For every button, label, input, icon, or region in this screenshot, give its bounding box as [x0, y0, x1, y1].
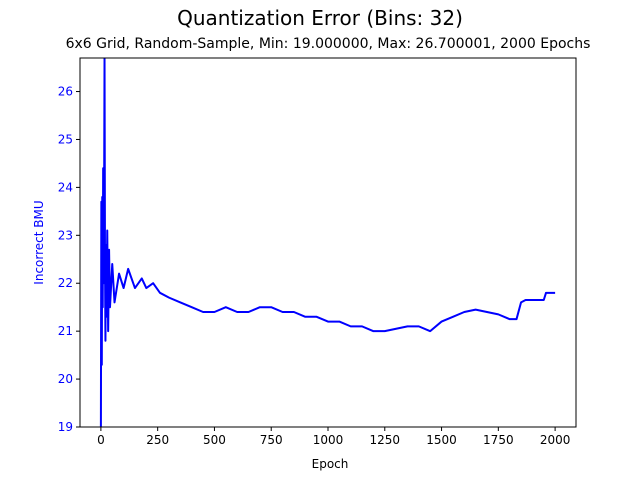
x-tick-label: 1750	[483, 433, 514, 447]
x-tick-label: 750	[260, 433, 283, 447]
x-axis-label: Epoch	[312, 457, 349, 471]
y-tick-label: 23	[58, 228, 73, 242]
x-tick-label: 1500	[426, 433, 457, 447]
plot-area	[79, 57, 577, 428]
y-tick-label: 26	[58, 85, 73, 99]
y-tick-label: 19	[58, 420, 73, 434]
x-tick-label: 1000	[313, 433, 344, 447]
x-tick-label: 2000	[540, 433, 571, 447]
y-tick-label: 20	[58, 372, 73, 386]
y-tick-label: 21	[58, 324, 73, 338]
x-tick-label: 500	[203, 433, 226, 447]
y-tick-label: 25	[58, 132, 73, 146]
x-tick-label: 0	[97, 433, 105, 447]
chart-subtitle: 6x6 Grid, Random-Sample, Min: 19.000000,…	[65, 36, 591, 52]
plot-frame	[79, 57, 577, 428]
chart-title: Quantization Error (Bins: 32)	[177, 6, 463, 30]
y-axis-label: Incorrect BMU	[32, 200, 46, 284]
x-tick-label: 1250	[370, 433, 401, 447]
x-tick-label: 250	[146, 433, 169, 447]
series-line-0	[99, 58, 556, 427]
y-axis: 19 20 21 22 23 24 25 26	[58, 85, 80, 434]
y-tick-label: 22	[58, 276, 73, 290]
x-axis: 0 250 500 750 1000 1250 1500 1750 2000	[97, 427, 570, 447]
y-tick-label: 24	[58, 180, 73, 194]
